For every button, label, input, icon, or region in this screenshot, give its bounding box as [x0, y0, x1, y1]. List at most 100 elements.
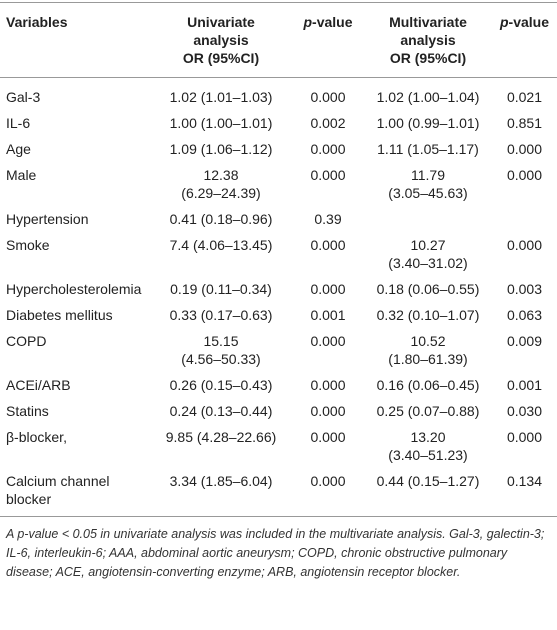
footnote: A p-value < 0.05 in univariate analysis … [6, 527, 545, 579]
cell-text: COPD [6, 333, 47, 349]
cell-text: 1.09 (1.06–1.12) [169, 141, 273, 157]
cell-text: 0.18 (0.06–0.55) [376, 281, 480, 297]
header-text-rest: -value [508, 14, 550, 30]
cell-text: 0.001 [506, 377, 543, 393]
cell-text: 1.02 (1.00–1.04) [376, 89, 480, 105]
cell-text: 1.00 (1.00–1.01) [169, 115, 273, 131]
cell-text: 0.000 [310, 429, 346, 445]
table-row: ACEi/ARB 0.26 (0.15–0.43) 0.000 0.16 (0.06–… [0, 372, 557, 398]
table-cell: 0.26 (0.15–0.43) [150, 372, 290, 398]
table-row: Diabetes mellitus 0.33 (0.17–0.63) 0.001 0.… [0, 302, 557, 328]
cell-text: Gal-3 [6, 89, 41, 105]
table-cell: 0.001 [490, 372, 557, 398]
table-cell: 15.15 (4.56–50.33) [150, 328, 290, 372]
cell-text: 0.24 (0.13–0.44) [169, 403, 273, 419]
cell-text: 0.003 [506, 281, 543, 297]
cell-text: 0.19 (0.11–0.34) [170, 281, 272, 297]
table-cell: 0.002 [290, 110, 364, 136]
cell-text: 0.030 [506, 403, 543, 419]
header-text: Variables [6, 14, 68, 30]
cell-text-line: 10.52 [410, 333, 446, 349]
cell-text-line: (3.40–31.02) [388, 255, 468, 271]
table-cell: 0.000 [290, 136, 364, 162]
table-row: β-blocker, 9.85 (4.28–22.66) 0.000 13.20 (3.… [0, 424, 557, 468]
table-row: Statins 0.24 (0.13–0.44) 0.000 0.25 (0.07–0… [0, 398, 557, 424]
cell-text-line: blocker [6, 491, 52, 507]
table-cell: 0.39 [290, 206, 364, 232]
table-cell: 0.009 [490, 328, 557, 372]
table-row: Calcium channel blocker 3.34 (1.85–6.04) 0.… [0, 468, 557, 517]
table-cell: Calcium channel blocker [0, 468, 150, 517]
cell-text: 0.25 (0.07–0.88) [376, 403, 480, 419]
header-text-line: Multivariate [389, 14, 467, 30]
table-cell: 0.851 [490, 110, 557, 136]
table-cell: 7.4 (4.06–13.45) [150, 232, 290, 276]
cell-text-line: (4.56–50.33) [181, 351, 261, 367]
table-cell: 0.000 [290, 372, 364, 398]
cell-text: 0.44 (0.15–1.27) [376, 473, 480, 489]
cell-text: ACEi/ARB [6, 377, 71, 393]
cell-text: 1.11 (1.05–1.17) [377, 141, 479, 157]
cell-text: 0.000 [310, 237, 346, 253]
table-cell: Age [0, 136, 150, 162]
cell-text-line: 13.20 [410, 429, 446, 445]
table-row: Hypercholesterolemia 0.19 (0.11–0.34) 0.00… [0, 276, 557, 302]
header-text-line: OR (95%CI) [182, 50, 260, 66]
table-cell: 0.021 [490, 78, 557, 111]
cell-text: 7.4 (4.06–13.45) [169, 237, 273, 253]
table-cell: 0.000 [290, 398, 364, 424]
cell-text: 0.134 [506, 473, 543, 489]
cell-text: Statins [6, 403, 49, 419]
table-cell: 0.000 [290, 276, 364, 302]
header-cell: p-value [490, 3, 557, 78]
table-row: Hypertension 0.41 (0.18–0.96) 0.39 [0, 206, 557, 232]
table-cell: Hypercholesterolemia [0, 276, 150, 302]
header-text-rest: -value [312, 14, 353, 30]
cell-text: 0.000 [310, 377, 346, 393]
cell-text-line: Calcium channel [6, 473, 110, 489]
header-cell: p-value [290, 3, 364, 78]
table-cell: 0.32 (0.10–1.07) [364, 302, 490, 328]
table-body: Gal-3 1.02 (1.01–1.03) 0.000 1.02 (1.00–1.0… [0, 78, 557, 517]
table-cell: 0.000 [290, 78, 364, 111]
table-cell: COPD [0, 328, 150, 372]
table-cell: 10.27 (3.40–31.02) [364, 232, 490, 276]
table-cell: 1.09 (1.06–1.12) [150, 136, 290, 162]
cell-text: 0.000 [310, 333, 346, 349]
cell-text-line: 12.38 [203, 167, 239, 183]
table-cell: 0.000 [490, 136, 557, 162]
cell-text: 0.26 (0.15–0.43) [169, 377, 273, 393]
cell-text: 0.000 [506, 237, 543, 253]
table-cell: 1.00 (0.99–1.01) [364, 110, 490, 136]
cell-text: 0.32 (0.10–1.07) [376, 307, 480, 323]
table-cell: 1.02 (1.01–1.03) [150, 78, 290, 111]
cell-text: 0.000 [310, 403, 346, 419]
table-cell: 0.000 [290, 424, 364, 468]
table-cell: IL-6 [0, 110, 150, 136]
table-cell: Smoke [0, 232, 150, 276]
cell-text-line: 10.27 [410, 237, 446, 253]
cell-text: 0.001 [310, 307, 346, 323]
table-cell: 9.85 (4.28–22.66) [150, 424, 290, 468]
table-cell [364, 206, 490, 232]
cell-text: Male [6, 167, 37, 183]
table-cell: 0.134 [490, 468, 557, 517]
table-row: Age 1.09 (1.06–1.12) 0.000 1.11 (1.05–1.17)… [0, 136, 557, 162]
header-cell: Multivariate analysis OR (95%CI) [364, 3, 490, 78]
cell-text: 0.009 [506, 333, 543, 349]
table-cell: 11.79 (3.05–45.63) [364, 162, 490, 206]
cell-text: IL-6 [6, 115, 31, 131]
cell-text: 0.000 [310, 141, 346, 157]
table-cell: 0.000 [490, 162, 557, 206]
cell-text: 0.063 [506, 307, 543, 323]
cell-text: 0.000 [506, 167, 543, 183]
cell-text-line: (3.05–45.63) [388, 185, 468, 201]
table-cell: 0.063 [490, 302, 557, 328]
table-header: Variables Univariate analysis OR (95%CI) p-v… [0, 2, 557, 78]
cell-text: 3.34 (1.85–6.04) [169, 473, 273, 489]
cell-text: 9.85 (4.28–22.66) [165, 429, 277, 445]
table-cell: 0.000 [490, 424, 557, 468]
table-cell: 1.02 (1.00–1.04) [364, 78, 490, 111]
table-cell: 0.000 [290, 232, 364, 276]
